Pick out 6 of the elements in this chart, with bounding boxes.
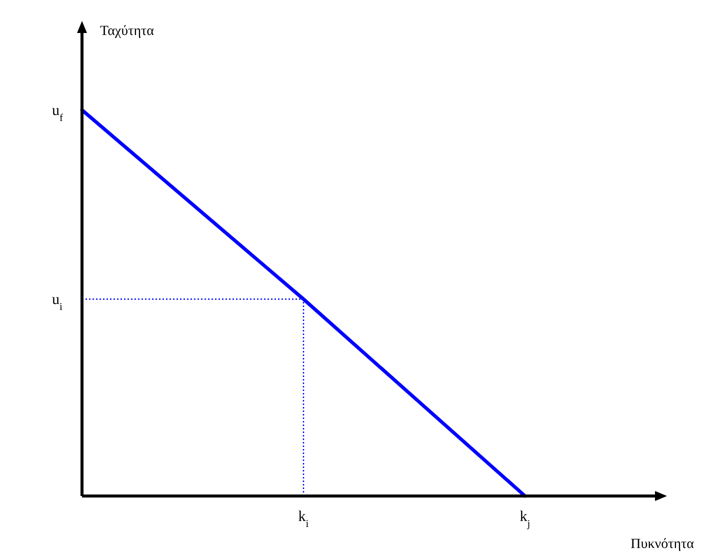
x-tick-label: k$_{j}$ [520,509,530,530]
text: Ταχύτητα [100,24,155,39]
x-axis-title: Πυκνότητα [630,537,695,552]
x-tick-label: k$_{i}$ [298,509,309,530]
text: u$_{f}$ [52,103,64,124]
ref-line-label: u$_{i}$ [52,292,62,313]
